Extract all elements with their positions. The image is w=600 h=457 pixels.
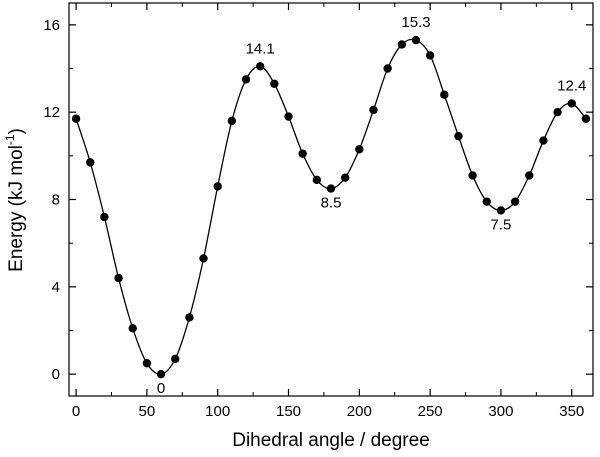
data-point [213, 182, 222, 191]
data-point [425, 51, 435, 60]
data-label: 15.3 [401, 14, 430, 31]
data-point [553, 107, 562, 117]
data-point [171, 354, 180, 364]
data-point [227, 116, 237, 126]
data-point [454, 131, 463, 141]
data-point [411, 35, 421, 45]
data-point [156, 369, 166, 379]
data-label: 0 [157, 380, 165, 397]
data-label: 14.1 [246, 40, 275, 57]
data-point [525, 171, 534, 180]
data-label: 8.5 [321, 195, 342, 212]
data-point [397, 40, 407, 49]
data-point [340, 173, 350, 182]
data-point [468, 171, 477, 180]
y-tick-label: 16 [43, 17, 60, 34]
x-tick-label: 100 [205, 403, 230, 420]
data-point [114, 273, 123, 283]
data-label: 7.5 [491, 216, 512, 233]
data-point [284, 112, 293, 121]
y-tick-label: 12 [43, 104, 60, 121]
x-tick-label: 300 [488, 403, 513, 420]
data-point [496, 206, 506, 215]
x-tick-label: 350 [559, 403, 584, 420]
data-point [539, 136, 548, 145]
data-point [440, 90, 449, 99]
data-point [326, 184, 336, 193]
data-point [185, 313, 194, 322]
data-point [86, 158, 95, 167]
y-tick-label: 8 [52, 192, 60, 209]
data-points [71, 35, 591, 379]
x-tick-label: 0 [72, 403, 80, 420]
data-point [383, 64, 392, 73]
y-tick-label: 4 [52, 279, 60, 296]
data-point [270, 79, 279, 88]
x-tick-label: 50 [139, 403, 156, 420]
axis-ticks [69, 3, 593, 396]
data-point [355, 145, 364, 154]
data-point [510, 197, 520, 206]
x-axis-title: Dihedral angle / degree [232, 430, 430, 451]
data-point [255, 62, 265, 71]
data-point [567, 99, 576, 108]
data-point [369, 105, 378, 115]
data-point [241, 75, 251, 84]
data-label: 12.4 [557, 77, 586, 94]
y-tick-label: 0 [52, 366, 60, 383]
data-point [312, 175, 322, 185]
data-point [581, 114, 591, 123]
x-tick-label: 150 [276, 403, 301, 420]
data-point [100, 212, 109, 222]
data-point [482, 197, 491, 206]
y-axis-title: Energy (kJ mol-1) [3, 128, 27, 272]
data-point [199, 254, 208, 263]
data-point [142, 359, 152, 368]
x-tick-label: 200 [347, 403, 372, 420]
data-point [71, 114, 81, 123]
x-tick-label: 250 [418, 403, 443, 420]
data-point [298, 149, 307, 158]
data-labels: 0 14.1 8.5 15.3 7.5 12.4 [157, 14, 586, 397]
data-point [128, 324, 137, 333]
